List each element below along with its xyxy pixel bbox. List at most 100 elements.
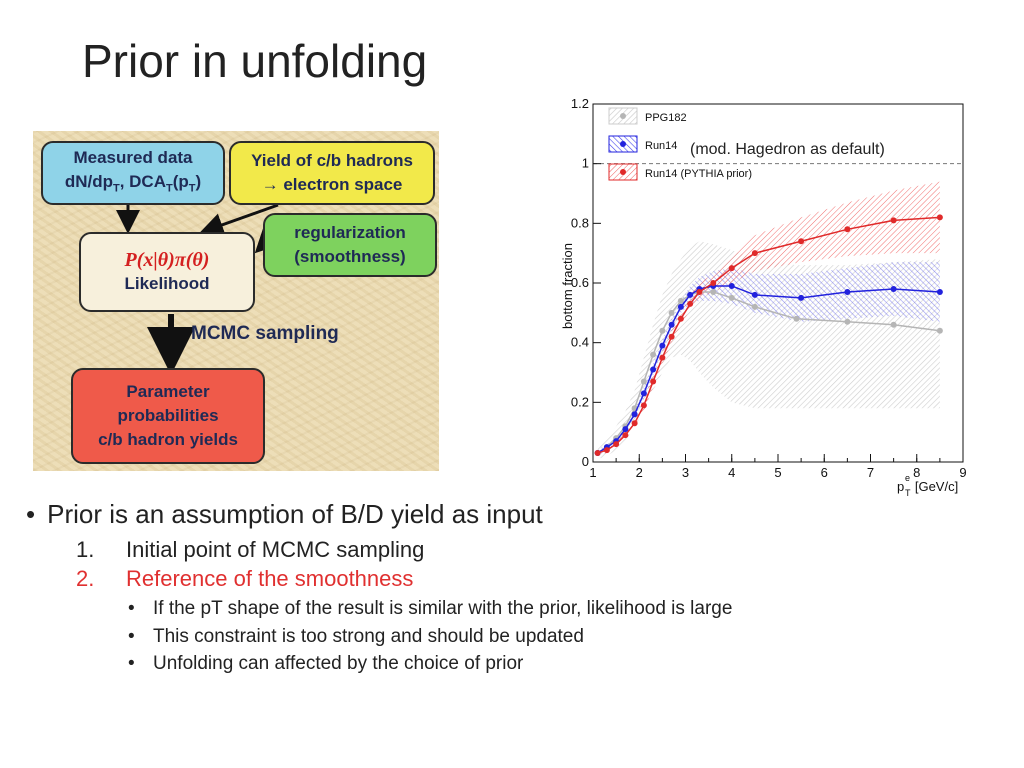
x-axis-label-main: p [897, 479, 904, 494]
numbered-item-1-text: Initial point of MCMC sampling [126, 537, 425, 562]
x-tick-label-6: 6 [821, 465, 828, 480]
yield-line2: → electron space [261, 175, 403, 194]
yield-box: Yield of c/b hadrons → electron space [229, 141, 435, 205]
sub-bullet-1-dot: • [128, 598, 135, 619]
data-point-s1-6 [650, 366, 657, 373]
sub-bullet-3-text: Unfolding can affected by the choice of … [153, 653, 524, 674]
param-line1: Parameter [126, 382, 210, 401]
slide-title: Prior in unfolding [82, 35, 428, 87]
y-tick-label-0.4: 0.4 [571, 335, 589, 350]
default-prior-note: (mod. Hagedron as default) [688, 141, 887, 159]
data-point-s2-1 [603, 447, 610, 454]
mcmc-label: MCMC sampling [191, 323, 339, 344]
band-run14-pythia-prior- [597, 181, 940, 457]
data-point-s1-14 [751, 291, 758, 298]
regularization-box: regularization (smoothness) [263, 213, 437, 277]
y-tick-label-0.8: 0.8 [571, 215, 589, 230]
x-tick-label-1: 1 [589, 465, 596, 480]
legend-label-ppg182: PPG182 [645, 112, 687, 124]
data-point-s1-9 [677, 303, 684, 310]
numbered-item-2-text: Reference of the smoothness [126, 566, 414, 591]
x-axis-label: p [GeV/c] e T [897, 473, 958, 498]
y-tick-label-1.2: 1.2 [571, 96, 589, 111]
x-tick-label-3: 3 [682, 465, 689, 480]
data-point-s1-3 [622, 426, 629, 433]
data-point-s2-8 [668, 333, 675, 340]
sub-bullet-2-dot: • [128, 626, 135, 647]
y-tick-label-0.6: 0.6 [571, 275, 589, 290]
data-point-s0-18 [936, 327, 943, 334]
x-tick-label-4: 4 [728, 465, 735, 480]
y-tick-label-1: 1 [582, 156, 589, 171]
measured-line1: Measured data [73, 147, 193, 167]
data-point-s2-0 [594, 450, 601, 457]
data-point-s2-17 [890, 217, 897, 224]
data-point-s2-2 [613, 441, 620, 448]
data-point-s1-13 [728, 282, 735, 289]
data-point-s0-14 [751, 303, 758, 310]
measured-sub-t2: T [165, 182, 173, 195]
x-tick-label-7: 7 [867, 465, 874, 480]
x-tick-label-5: 5 [774, 465, 781, 480]
data-point-s2-7 [659, 354, 666, 361]
data-point-s1-16 [844, 288, 851, 295]
x-axis-label-unit: [GeV/c] [911, 479, 958, 494]
data-point-s2-5 [640, 402, 647, 409]
sub-bullet-3: • Unfolding can affected by the choice of… [128, 653, 523, 675]
legend: PPG182 Run14 Run14 (PYTHIA prior) [608, 107, 752, 181]
measured-close: ) [195, 171, 202, 191]
measured-dndp: dN/dp [64, 171, 113, 191]
svg-text:p [GeV/c]: p [GeV/c] [897, 479, 958, 494]
flowchart-figure: Measured data dN/dpT, DCAT(pT) Yield of … [33, 131, 439, 471]
legend-label-run14: Run14 [645, 140, 677, 152]
data-point-s2-14 [751, 250, 758, 257]
yield-line1: Yield of c/b hadrons [251, 151, 413, 170]
data-point-s2-3 [622, 432, 629, 439]
numbered-item-1-num: 1. [76, 537, 95, 562]
data-point-s1-17 [890, 285, 897, 292]
sub-bullet-2: • This constraint is too strong and shoul… [128, 626, 584, 648]
sub-bullet-3-dot: • [128, 653, 135, 674]
data-point-s1-7 [659, 342, 666, 349]
data-point-s2-13 [728, 265, 735, 272]
data-point-s2-10 [687, 300, 694, 307]
legend-marker-run14 [620, 141, 626, 147]
sub-bullet-2-text: This constraint is too strong and should… [153, 626, 584, 647]
likelihood-box: P(x|θ)π(θ) Likelihood [79, 232, 255, 312]
legend-marker-pythia [620, 169, 626, 175]
data-point-s0-16 [844, 318, 851, 325]
bottom-fraction-chart: 1 2 3 4 5 6 7 8 9 0 0.2 0.4 0.6 0.8 1 1.2 bottom fracti… [560, 96, 967, 498]
data-point-s2-16 [844, 226, 851, 233]
likelihood-label: Likelihood [124, 274, 210, 293]
data-point-s2-11 [696, 288, 703, 295]
measured-data-box: Measured data dN/dpT, DCAT(pT) [41, 141, 225, 205]
data-point-s0-15 [793, 315, 800, 322]
data-point-s0-12 [710, 288, 717, 295]
data-point-s2-9 [677, 315, 684, 322]
measured-line2: dN/dpT, DCAT(pT) [43, 170, 223, 200]
legend-marker-ppg182 [620, 113, 626, 119]
data-point-s0-7 [659, 327, 666, 334]
likelihood-formula: P(x|θ)π(θ) [124, 249, 210, 271]
numbered-item-2-num: 2. [76, 566, 95, 591]
data-point-s0-17 [890, 321, 897, 328]
data-point-s2-6 [650, 378, 657, 385]
data-point-s1-10 [687, 291, 694, 298]
data-point-s0-8 [668, 309, 675, 316]
data-point-s2-4 [631, 420, 638, 427]
arrow-yield-to-likelihood [199, 203, 279, 237]
main-bullet: • Prior is an assumption of B/D yield as … [26, 499, 543, 530]
flowchart-arrows [116, 203, 281, 375]
data-point-s2-18 [936, 214, 943, 221]
reg-line2: (smoothness) [294, 247, 406, 266]
data-point-s0-13 [728, 294, 735, 301]
sub-bullet-1-text: If the pT shape of the result is similar… [153, 598, 733, 619]
measured-sub-t3: T [188, 182, 196, 195]
data-point-s1-15 [798, 294, 805, 301]
data-point-s2-15 [798, 238, 805, 245]
y-tick-label-0.2: 0.2 [571, 394, 589, 409]
data-point-s0-6 [650, 351, 657, 358]
numbered-item-1: 1. Initial point of MCMC sampling [76, 537, 424, 563]
reg-line1: regularization [294, 223, 406, 242]
x-axis-label-sup: e [905, 473, 910, 483]
